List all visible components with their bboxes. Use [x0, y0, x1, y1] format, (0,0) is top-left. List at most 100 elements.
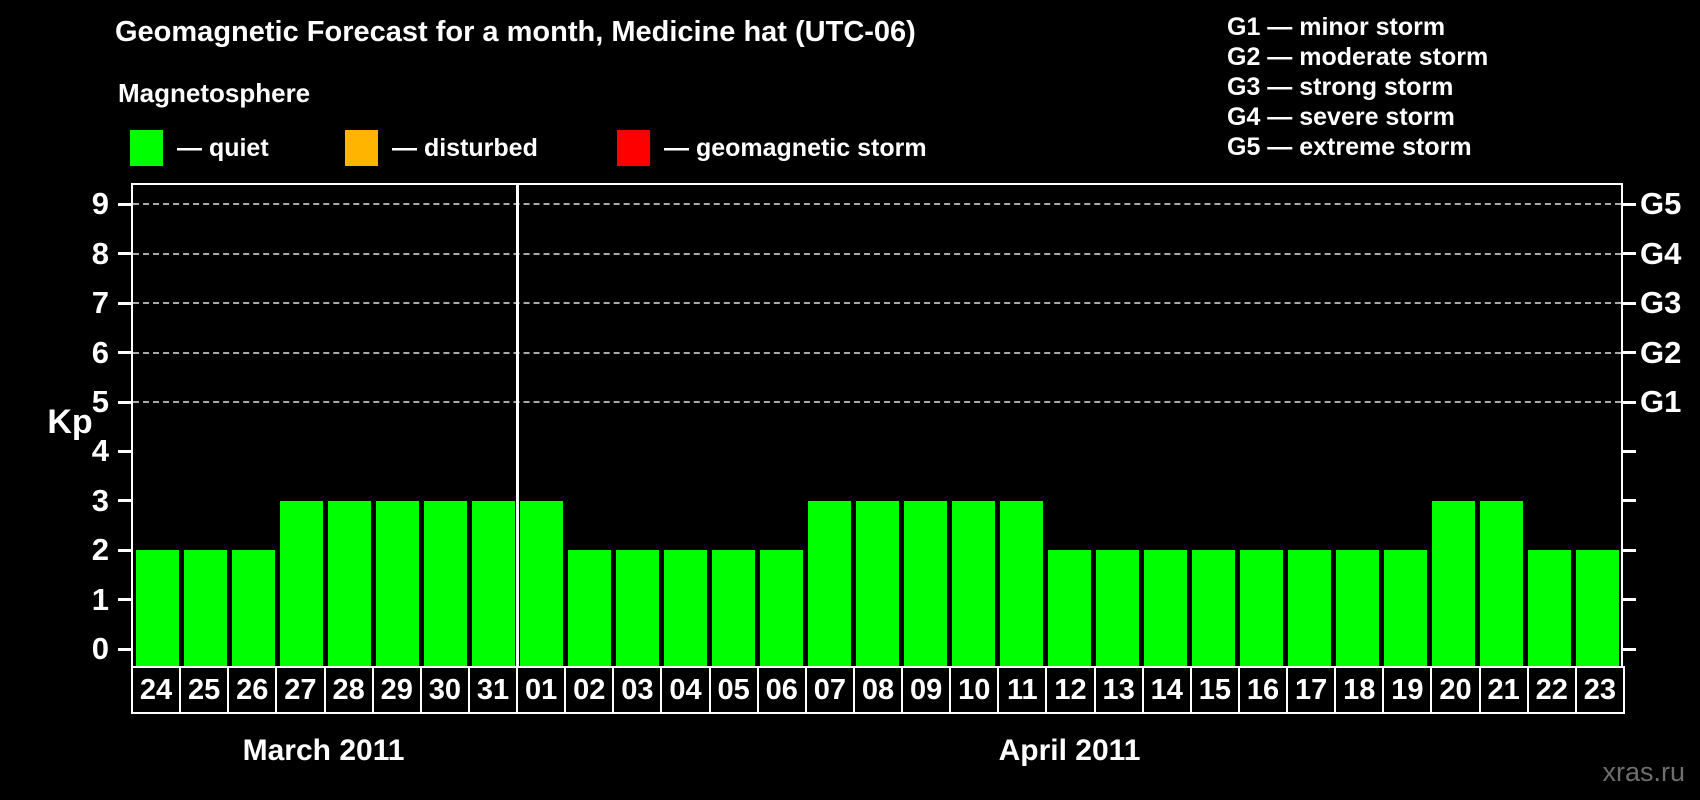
kp-bar — [279, 500, 323, 666]
disturbed-color-swatch — [345, 130, 378, 166]
y-axis-label: 3 — [91, 482, 109, 518]
kp-bar — [1335, 550, 1379, 666]
date-cell: 09 — [901, 666, 952, 714]
date-cell: 21 — [1478, 666, 1529, 714]
y-tick-right — [1623, 400, 1636, 404]
plot-area — [118, 183, 1636, 668]
chart-title: Geomagnetic Forecast for a month, Medici… — [115, 16, 916, 48]
gridline-kp8 — [133, 252, 1621, 255]
date-cell: 22 — [1526, 666, 1577, 714]
y-tick-left — [118, 301, 131, 305]
y-tick-left — [118, 252, 131, 256]
g3-legend-line: G3 — strong storm — [1227, 73, 1454, 101]
g-axis-label-g3: G3 — [1640, 285, 1682, 321]
y-tick-left — [118, 400, 131, 404]
gridline-kp7 — [133, 302, 1621, 305]
magnetosphere-label: Magnetosphere — [118, 78, 311, 108]
kp-bar — [1191, 550, 1235, 666]
date-cell: 04 — [660, 666, 711, 714]
date-cell: 14 — [1141, 666, 1192, 714]
kp-bar — [135, 550, 179, 666]
date-cell: 26 — [227, 666, 278, 714]
date-cell: 20 — [1430, 666, 1481, 714]
kp-bar — [1143, 550, 1187, 666]
y-axis-label: 7 — [91, 285, 109, 321]
g-axis-label-g2: G2 — [1640, 334, 1682, 370]
kp-bar — [1287, 550, 1331, 666]
y-tick-left — [118, 351, 131, 355]
g-axis-labels: G1 G2 G3 G4 G5 — [1640, 185, 1700, 666]
legend-quiet-label: — quiet — [177, 133, 269, 162]
date-cell: 10 — [949, 666, 1000, 714]
kp-bar — [1479, 500, 1523, 666]
date-cell: 17 — [1286, 666, 1337, 714]
date-cell: 01 — [516, 666, 567, 714]
date-cell: 02 — [564, 666, 615, 714]
watermark: xras.ru — [1602, 757, 1685, 787]
g-axis-label-g5: G5 — [1640, 186, 1682, 222]
legend-item-storm: — geomagnetic storm — [617, 128, 927, 168]
kp-bar — [1047, 550, 1091, 666]
y-axis-label: 8 — [91, 235, 109, 271]
y-axis-label: 9 — [91, 186, 109, 222]
kp-bar — [519, 500, 563, 666]
kp-bar — [1383, 550, 1427, 666]
kp-axis-title: Kp — [47, 403, 93, 441]
kp-bar — [1575, 550, 1619, 666]
kp-bar — [423, 500, 467, 666]
date-axis-row: 24 25 26 27 28 29 30 31 01 02 03 04 05 06 07 08 09 10 11 12… — [131, 666, 1625, 714]
g-axis-label-g4: G4 — [1640, 235, 1682, 271]
y-axis-labels: 0 1 2 3 4 5 6 7 8 9 — [49, 185, 109, 666]
g2-legend-line: G2 — moderate storm — [1227, 43, 1489, 71]
date-cell: 18 — [1334, 666, 1385, 714]
kp-bar — [567, 550, 611, 666]
kp-bar — [951, 500, 995, 666]
g5-legend-line: G5 — extreme storm — [1227, 133, 1472, 161]
date-cell: 31 — [467, 666, 519, 714]
kp-bar — [327, 500, 371, 666]
y-axis-label: 5 — [91, 384, 109, 419]
y-tick-left — [118, 598, 131, 602]
date-cell: 13 — [1093, 666, 1144, 714]
date-cell: 11 — [997, 666, 1048, 714]
y-tick-left — [118, 647, 131, 651]
y-tick-left — [118, 548, 131, 552]
kp-bar — [711, 550, 755, 666]
legend-item-disturbed: — disturbed — [345, 128, 538, 168]
g-axis-label-g1: G1 — [1640, 384, 1682, 419]
gridline-kp6 — [133, 351, 1621, 354]
date-cell: 07 — [804, 666, 855, 714]
y-tick-left — [118, 449, 131, 453]
month-label-row: March 2011 April 2011 — [131, 734, 1623, 774]
kp-bar — [1527, 550, 1571, 666]
y-axis-label: 2 — [91, 532, 109, 568]
month-separator-line — [515, 185, 519, 666]
date-cell: 19 — [1382, 666, 1433, 714]
date-cell: 16 — [1237, 666, 1289, 714]
y-tick-left — [118, 499, 131, 503]
date-cell: 03 — [612, 666, 663, 714]
y-axis-label: 1 — [91, 581, 109, 617]
y-tick-right — [1623, 202, 1636, 206]
date-cell: 23 — [1574, 666, 1625, 714]
date-cell: 15 — [1189, 666, 1240, 714]
kp-bar — [855, 500, 899, 666]
legend-item-quiet: — quiet — [130, 128, 269, 168]
kp-bar — [807, 500, 851, 666]
y-axis-label: 4 — [91, 433, 109, 469]
y-tick-right — [1623, 647, 1636, 651]
y-tick-right — [1623, 548, 1636, 552]
y-tick-right — [1623, 598, 1636, 602]
y-tick-right — [1623, 252, 1636, 256]
kp-bar — [1095, 550, 1139, 666]
date-cell: 12 — [1045, 666, 1096, 714]
y-tick-right — [1623, 351, 1636, 355]
legend-disturbed-label: — disturbed — [392, 133, 538, 162]
kp-bar — [663, 550, 707, 666]
y-tick-right — [1623, 499, 1636, 503]
kp-bar — [1431, 500, 1475, 666]
date-cell: 25 — [179, 666, 230, 714]
y-tick-left — [118, 202, 131, 206]
y-axis-label: 6 — [91, 334, 109, 370]
g1-legend-line: G1 — minor storm — [1227, 13, 1446, 41]
